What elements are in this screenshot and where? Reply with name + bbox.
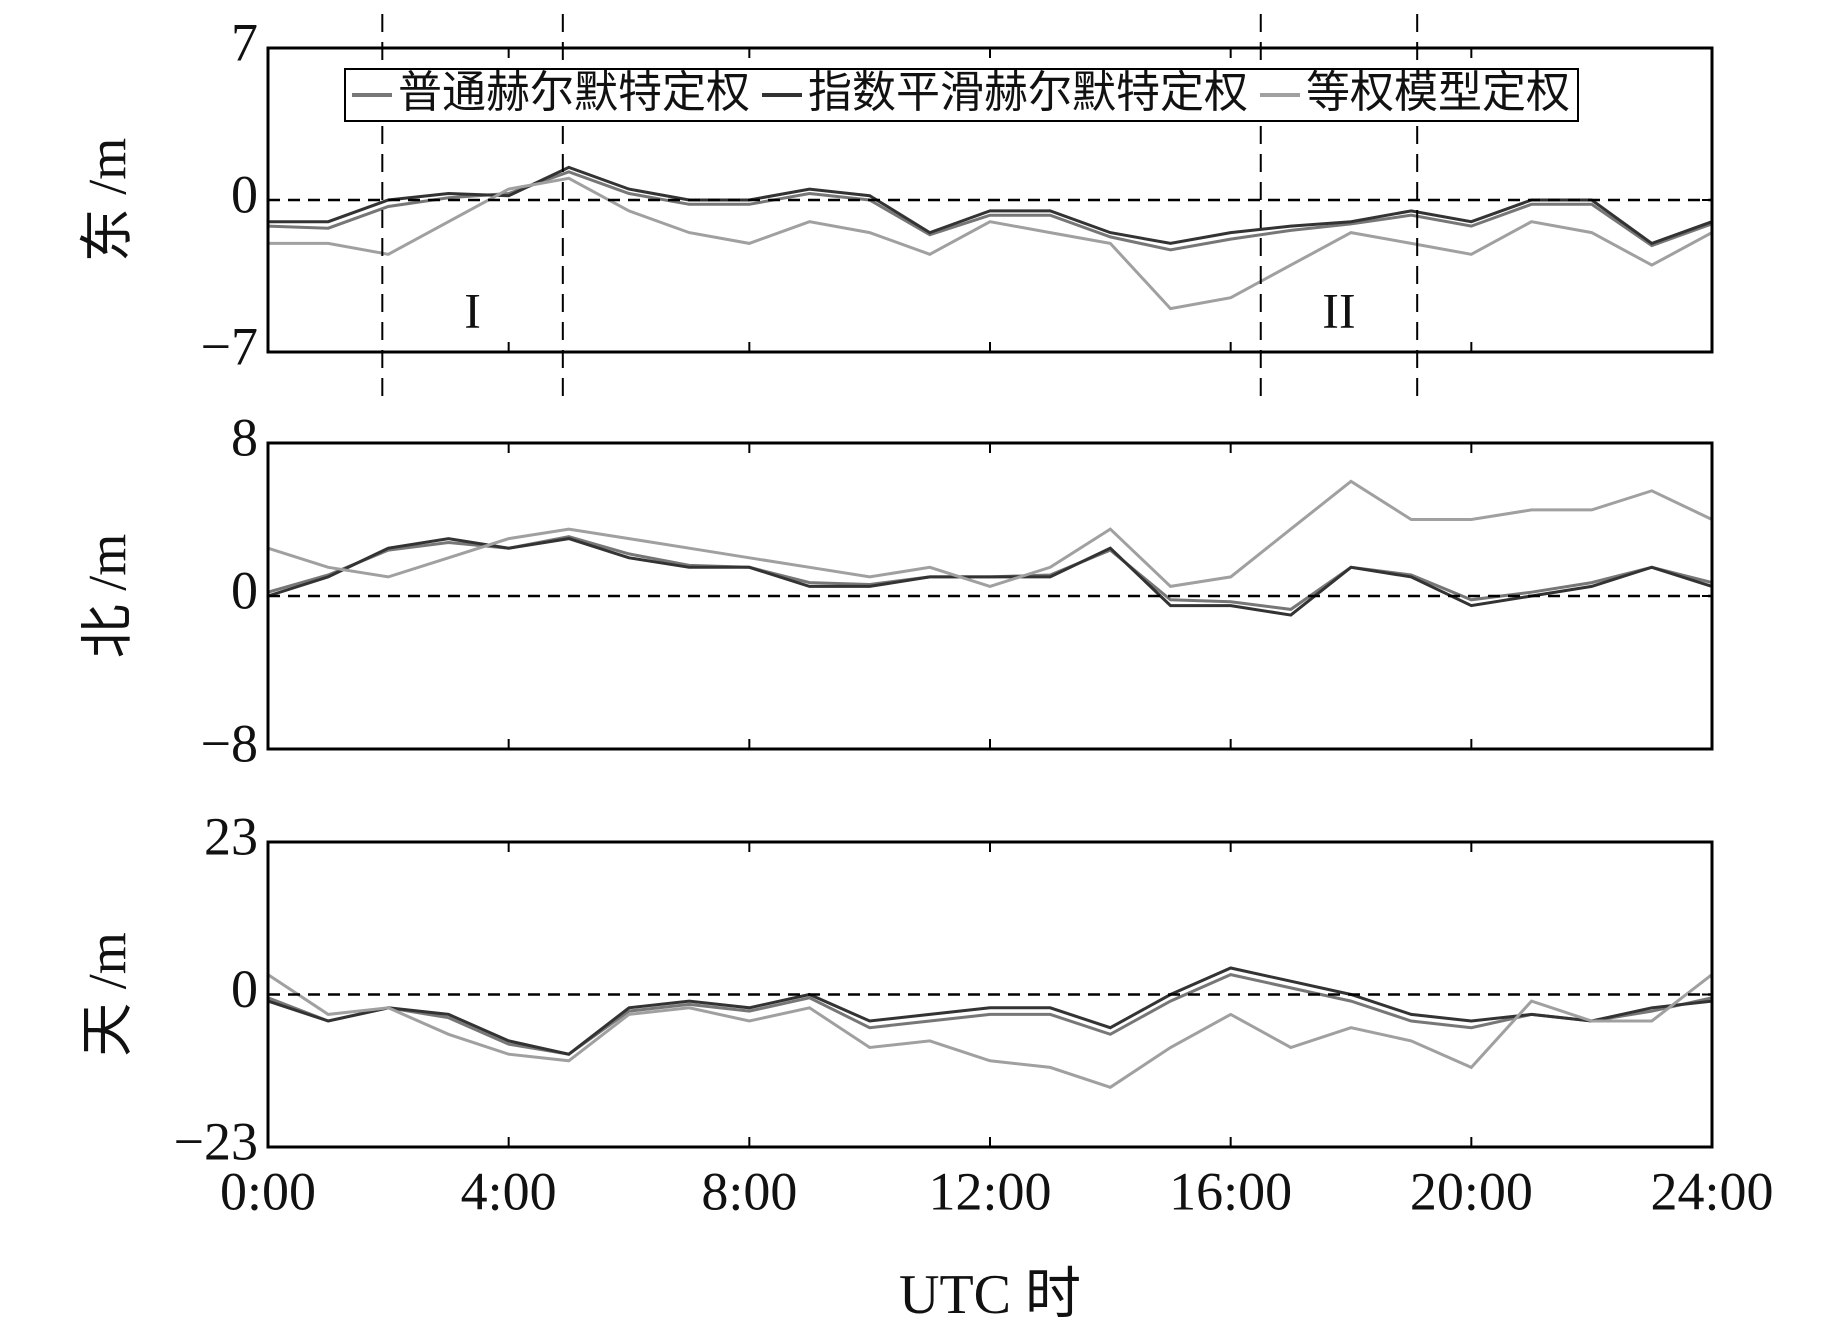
region-label: I <box>464 282 481 338</box>
legend-box <box>344 68 1579 122</box>
y-axis-label: 东 /m <box>77 138 137 263</box>
data-line <box>267 479 1713 588</box>
data-line <box>267 537 1713 617</box>
y-tick-label: −23 <box>174 1111 258 1171</box>
plot-frame <box>266 46 1714 354</box>
legend-label: 等权模型定权 <box>1306 68 1570 117</box>
plot-frame <box>266 441 1714 751</box>
y-axis-label: 北 /m <box>77 534 137 659</box>
x-tick-label: 8:00 <box>701 1161 797 1221</box>
y-tick-label: 8 <box>231 407 258 467</box>
y-axis-label: 天 /m <box>77 932 137 1057</box>
y-tick-label: 0 <box>231 959 258 1019</box>
y-tick-label: 23 <box>204 806 258 866</box>
data-line <box>268 176 1713 311</box>
data-line <box>267 170 1713 252</box>
data-line <box>267 973 1713 1089</box>
region-label: II <box>1322 282 1355 338</box>
y-tick-label: −8 <box>201 713 258 773</box>
x-tick-label: 12:00 <box>928 1161 1051 1221</box>
y-tick-label: −7 <box>201 316 258 376</box>
x-tick-label: 16:00 <box>1169 1161 1292 1221</box>
y-tick-label: 7 <box>231 12 258 72</box>
y-tick-label: 0 <box>231 164 258 224</box>
legend-label: 指数平滑赫尔默特定权 <box>808 68 1248 117</box>
legend-label: 普通赫尔默特定权 <box>398 68 750 117</box>
x-tick-label: 24:00 <box>1650 1161 1773 1221</box>
x-tick-label: 4:00 <box>461 1161 557 1221</box>
x-tick-label: 0:00 <box>220 1161 316 1221</box>
data-line <box>267 973 1713 1056</box>
y-tick-label: 0 <box>231 560 258 620</box>
x-tick-label: 20:00 <box>1410 1161 1533 1221</box>
data-line <box>268 165 1713 246</box>
data-line <box>267 966 1713 1056</box>
x-axis-label: UTC 时 <box>899 1264 1081 1323</box>
plot-frame <box>266 840 1714 1149</box>
